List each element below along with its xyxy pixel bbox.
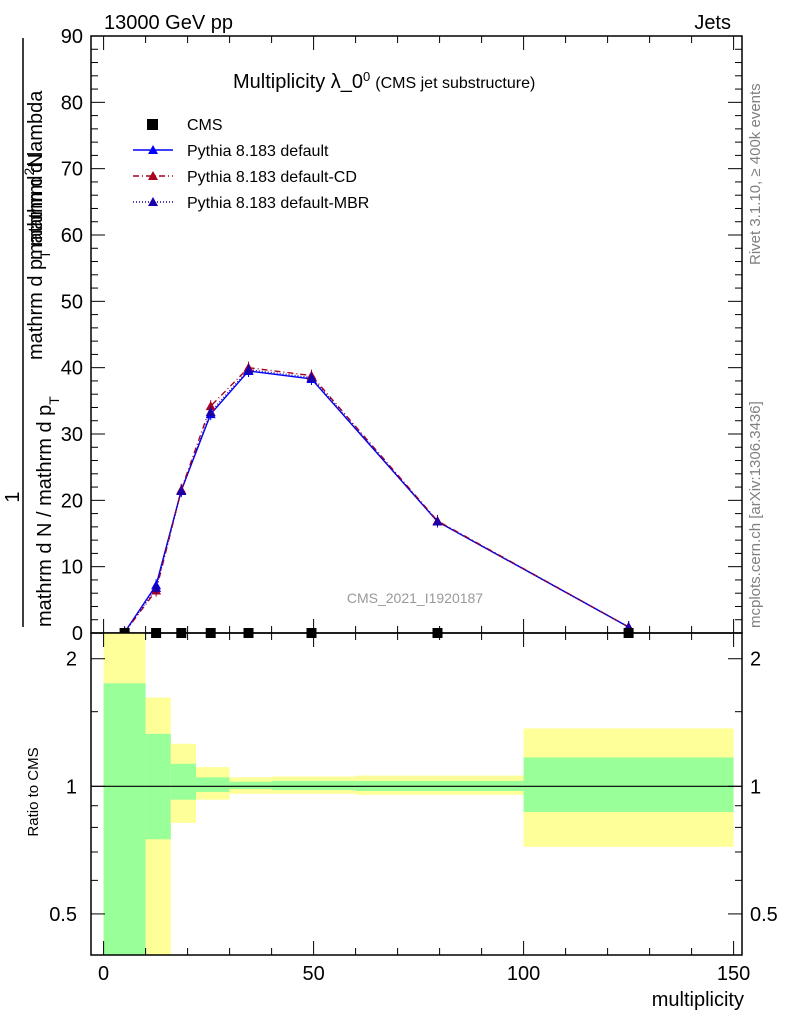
ratio-band-inner xyxy=(196,777,230,792)
mcplots-label: mcplots.cern.ch [arXiv:1306.3436] xyxy=(747,401,764,628)
ylabel-numerator-1: mathrm d2N xyxy=(21,153,47,260)
ratio-band-inner xyxy=(103,683,146,955)
x-tick-label: 50 xyxy=(302,963,324,985)
series-3-marker xyxy=(306,372,317,382)
ratio-y-tick-label-right: 2 xyxy=(750,649,761,671)
ratio-band-inner xyxy=(229,781,272,790)
series-3-marker xyxy=(151,582,162,592)
main-y-tick-label: 0 xyxy=(72,623,83,645)
ratio-y-axis-label: Ratio to CMS xyxy=(25,747,42,836)
series-line-1 xyxy=(124,370,629,633)
legend-swatch-marker-1 xyxy=(148,145,158,154)
legend-label: Pythia 8.183 default xyxy=(187,143,329,160)
main-y-tick-label: 70 xyxy=(61,159,83,181)
series-2-marker xyxy=(205,401,216,411)
x-tick-label: 100 xyxy=(507,963,540,985)
analysis-watermark: CMS_2021_I1920187 xyxy=(347,590,483,606)
series-3-marker xyxy=(243,364,254,374)
legend-swatch-cms xyxy=(147,119,158,130)
ylabel-numerator-2: mathrm d pTmathrm d lambda xyxy=(25,90,53,360)
ratio-plot-frame xyxy=(90,632,743,956)
x-axis-label: multiplicity xyxy=(652,989,744,1011)
ratio-y-tick-label: 2 xyxy=(66,649,77,671)
ylabel-top: 1 xyxy=(2,491,24,502)
ratio-y-tick-label-right: 0.5 xyxy=(750,904,778,926)
main-axis-ticks: 0 10 20 30 40 50 60 70 80 90 xyxy=(61,26,742,645)
legend-label: Pythia 8.183 default-CD xyxy=(187,169,357,186)
ylabel-denominator: mathrm d N / mathrm d pT xyxy=(34,396,62,627)
ratio-y-tick-label-right: 1 xyxy=(750,776,761,798)
ratio-plot-panel: 0.5 0.5 1 1 2 2 0 50 100 150 xyxy=(49,632,778,985)
ratio-y-tick-label: 1 xyxy=(66,776,77,798)
main-y-tick-label: 20 xyxy=(61,490,83,512)
main-y-tick-label: 50 xyxy=(61,291,83,313)
rivet-label: Rivet 3.1.10, ≥ 400k events xyxy=(747,83,764,265)
ratio-band-inner xyxy=(170,763,196,800)
ratio-band-inner xyxy=(271,780,356,791)
main-y-tick-label: 40 xyxy=(61,358,83,380)
main-series-lines xyxy=(124,366,629,633)
ratio-band-inner xyxy=(523,757,734,812)
ratio-y-tick-label: 0.5 xyxy=(49,904,77,926)
x-tick-label: 150 xyxy=(717,963,750,985)
legend-swatch-marker-2 xyxy=(148,171,158,180)
header-right: Jets xyxy=(694,12,731,34)
header-left: 13000 GeV pp xyxy=(104,12,233,34)
main-y-tick-label: 30 xyxy=(61,424,83,446)
main-y-tick-label: 10 xyxy=(61,557,83,579)
series-line-3 xyxy=(124,368,629,633)
series-3-marker xyxy=(176,486,187,496)
main-y-tick-label: 90 xyxy=(61,26,83,48)
ratio-axis-ticks: 0.5 0.5 1 1 2 2 0 50 100 150 xyxy=(49,633,778,985)
legend-swatch-marker-3 xyxy=(148,197,158,206)
legend-label: CMS xyxy=(187,117,223,134)
main-y-tick-label: 60 xyxy=(61,225,83,247)
main-y-axis-label: 1 mathrm d N / mathrm d pT mathrm d2N ma… xyxy=(2,38,62,627)
x-tick-label: 0 xyxy=(98,963,109,985)
series-3-marker xyxy=(432,516,443,526)
series-3-marker xyxy=(205,407,216,417)
main-y-tick-label: 80 xyxy=(61,92,83,114)
legend: CMS Pythia 8.183 default Pythia 8.183 defa… xyxy=(133,117,369,212)
legend-label: Pythia 8.183 default-MBR xyxy=(187,195,369,212)
chart-title: Multiplicity λ_00 (CMS jet substructure) xyxy=(233,69,535,94)
ratio-uncertainty-bands xyxy=(103,633,734,955)
